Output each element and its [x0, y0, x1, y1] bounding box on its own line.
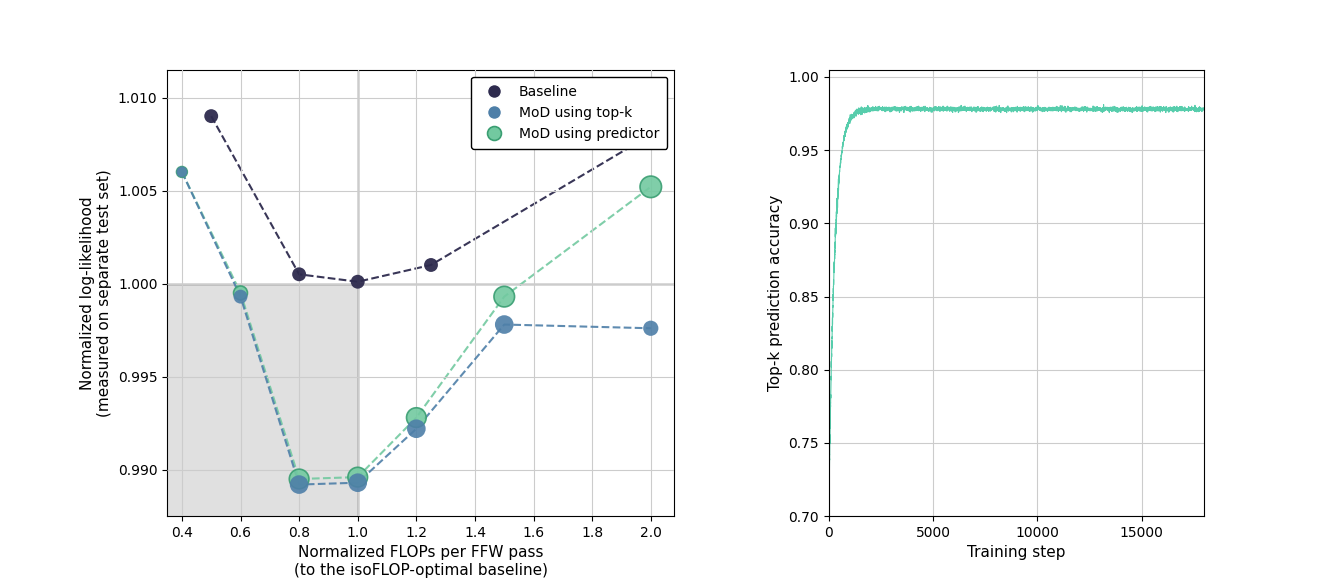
Point	[494, 292, 515, 301]
Point	[347, 478, 368, 487]
X-axis label: Training step: Training step	[967, 545, 1065, 560]
Point	[347, 277, 368, 287]
Point	[494, 320, 515, 329]
Point	[405, 413, 427, 422]
Point	[171, 167, 193, 176]
Point	[405, 424, 427, 433]
Point	[420, 260, 442, 270]
Point	[201, 111, 222, 121]
Point	[230, 288, 252, 298]
Bar	[167, 284, 357, 516]
Point	[230, 292, 252, 301]
Y-axis label: Top-k prediction accuracy: Top-k prediction accuracy	[768, 195, 783, 391]
Point	[640, 182, 661, 191]
Point	[347, 473, 368, 482]
X-axis label: Normalized FLOPs per FFW pass
(to the isoFLOP-optimal baseline): Normalized FLOPs per FFW pass (to the is…	[294, 545, 547, 578]
Point	[289, 474, 310, 484]
Point	[289, 480, 310, 489]
Point	[640, 130, 661, 139]
Point	[640, 324, 661, 333]
Point	[289, 270, 310, 279]
Y-axis label: Normalized log-likelihood
(measured on separate test set): Normalized log-likelihood (measured on s…	[80, 169, 112, 417]
Legend: Baseline, MoD using top-k, MoD using predictor: Baseline, MoD using top-k, MoD using pre…	[471, 77, 668, 149]
Point	[171, 167, 193, 176]
